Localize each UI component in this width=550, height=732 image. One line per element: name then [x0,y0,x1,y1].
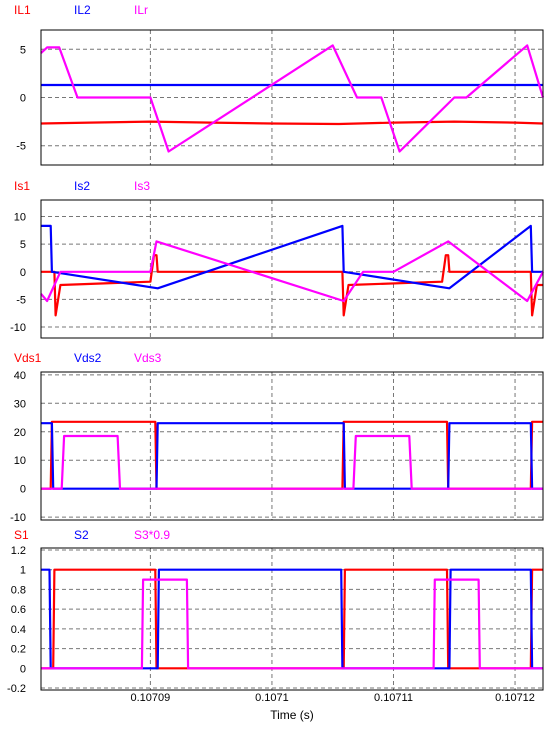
legend-label: ILr [134,3,148,17]
series-line-vds2 [41,422,543,490]
panel-2 [40,199,544,339]
y-tick-label: 20 [14,427,26,439]
x-axis-label: Time (s) [270,708,314,722]
plot-frame [40,199,544,339]
y-tick-label: 40 [14,370,26,382]
legend-label: Is1 [14,179,30,193]
legend-label: Vds1 [14,351,42,365]
y-tick-label: 10 [14,212,26,224]
series-line-il1 [40,120,544,126]
y-tick-label: -5 [16,141,26,153]
y-tick-label: 1 [20,565,26,577]
y-tick-label: 0 [20,484,26,496]
y-tick-label: 5 [20,44,26,56]
legend-label: S2 [74,528,89,542]
y-tick-label: 30 [14,398,26,410]
plot-frame [40,371,544,521]
series-line-vds1 [41,420,543,490]
panel-4 [40,547,544,691]
x-tick-label: 0.10711 [374,692,413,704]
y-tick-label: 1.2 [11,545,26,557]
y-tick-label: 10 [14,455,26,467]
x-tick-label: 0.10709 [131,692,171,704]
plot-frame [40,29,544,166]
series-line-is1 [41,254,543,317]
y-tick-label: -10 [10,322,26,334]
x-tick-label: 0.1071 [255,692,289,704]
series-line-s2 [41,568,543,670]
series-line-s3-0-9 [41,578,543,670]
series-line-s1 [41,568,543,670]
y-tick-label: 0.2 [11,644,26,656]
y-tick-label: 0 [20,663,26,675]
legend-label: S3*0.9 [134,528,170,542]
y-tick-label: 5 [20,239,26,251]
y-tick-label: 0.6 [11,604,26,616]
y-tick-label: 0.8 [11,584,26,596]
legend-label: Is2 [74,179,90,193]
legend-label: Is3 [134,179,150,193]
panel-3 [40,371,544,521]
y-tick-label: 0.4 [11,624,26,636]
y-tick-label: -10 [10,512,26,524]
series-line-is2 [41,224,543,290]
series-line-is3 [40,240,544,303]
legend-label: Vds3 [134,351,162,365]
legend-label: Vds2 [74,351,102,365]
legend-label: S1 [14,528,29,542]
series-line-vds3 [41,434,543,490]
plot-frame [40,547,544,691]
x-tick-label: 0.10712 [495,692,535,704]
y-tick-label: -0.2 [7,683,26,695]
y-tick-label: -5 [16,294,26,306]
legend-label: IL1 [14,3,31,17]
y-tick-label: 0 [20,267,26,279]
panel-1 [40,29,545,166]
series-line-ilr [40,44,545,153]
legend-label: IL2 [74,3,91,17]
y-tick-label: 0 [20,93,26,105]
